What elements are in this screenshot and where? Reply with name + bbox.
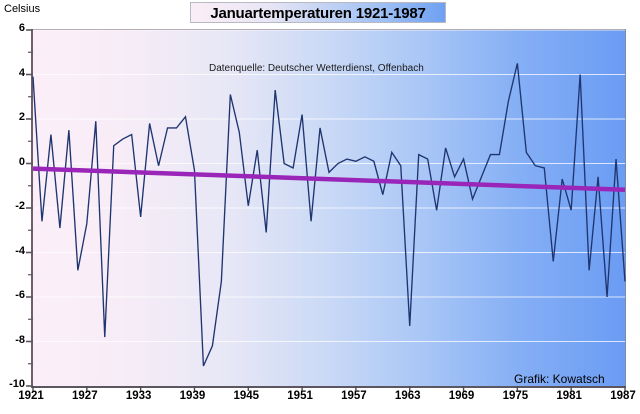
x-tick-label: 1963	[394, 390, 421, 402]
graphic-credit-note: Grafik: Kowatsch	[514, 372, 605, 386]
x-tick-label: 1951	[287, 390, 313, 402]
y-tick-label: -4	[15, 244, 25, 257]
y-axis-tick-labels: 6 4 2 0 -2 -4 -6 -8 -10	[0, 22, 25, 390]
x-axis-tick-labels: 1921 1927 1933 1939 1945 1951 1957 1963 1969 1975…	[18, 390, 636, 408]
x-tick-label: 1957	[341, 390, 367, 402]
x-tick-label: 1921	[18, 390, 44, 402]
y-tick-label: 2	[18, 111, 25, 123]
y-axis-unit-label: Celsius	[4, 3, 41, 15]
x-tick-label: 1969	[448, 390, 475, 402]
y-tick-label: -2	[15, 200, 25, 212]
x-tick-label: 1975	[502, 390, 529, 402]
x-tick-label: 1981	[556, 390, 582, 402]
y-tick-label: -10	[9, 378, 25, 390]
y-tick-label: -8	[15, 333, 25, 346]
x-tick-label: 1945	[233, 390, 260, 402]
data-source-note: Datenquelle: Deutscher Wetterdienst, Off…	[209, 63, 424, 74]
x-tick-label: 1987	[610, 390, 636, 402]
gridlines-layer	[26, 29, 626, 391]
y-tick-label: 4	[18, 66, 25, 79]
x-tick-label: 1927	[72, 390, 98, 402]
y-tick-label: 6	[18, 22, 25, 34]
y-tick-label: 0	[18, 155, 25, 168]
plot-area: Datenquelle: Deutscher Wetterdienst, Off…	[26, 29, 626, 391]
chart-title: Januartemperaturen 1921-1987	[190, 2, 446, 23]
y-tick-label: -6	[15, 289, 25, 301]
x-tick-label: 1933	[125, 390, 152, 402]
data-series-layer	[32, 63, 626, 367]
x-tick-label: 1939	[179, 390, 206, 402]
